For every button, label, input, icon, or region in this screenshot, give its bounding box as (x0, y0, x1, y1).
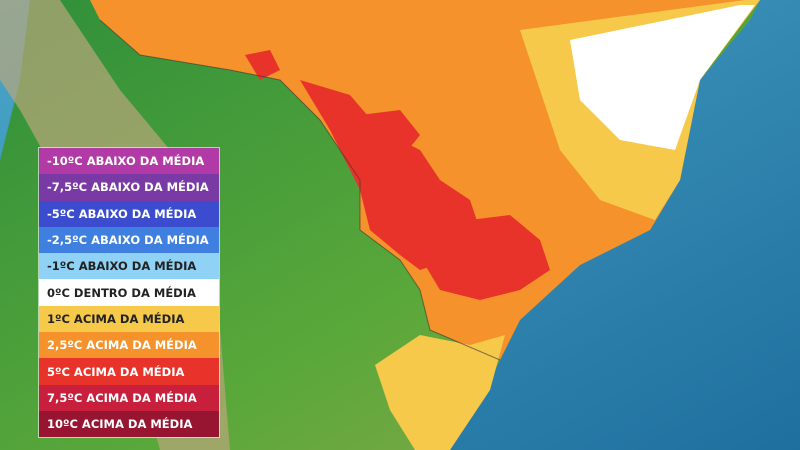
anomaly-5b (425, 215, 550, 300)
anomaly-5d (360, 110, 420, 160)
legend-item: -10ºC ABAIXO DA MÉDIA (39, 148, 219, 175)
anomaly-5c (245, 50, 280, 80)
legend-item: 1ºC ACIMA DA MÉDIA (39, 305, 219, 333)
legend-item: -5ºC ABAIXO DA MÉDIA (39, 200, 219, 227)
legend-item: 2,5ºC ACIMA DA MÉDIA (39, 332, 219, 359)
legend-item: 0ºC DENTRO DA MÉDIA (39, 279, 219, 306)
legend-item: -7,5ºC ABAIXO DA MÉDIA (39, 174, 219, 201)
legend-item: 10ºC ACIMA DA MÉDIA (39, 410, 219, 438)
legend-item: -1ºC ABAIXO DA MÉDIA (39, 253, 219, 280)
legend-item: 7,5ºC ACIMA DA MÉDIA (39, 384, 219, 411)
anomaly-1-south (375, 335, 505, 450)
legend: -10ºC ABAIXO DA MÉDIA -7,5ºC ABAIXO DA MÉ… (38, 147, 220, 439)
legend-item: 5ºC ACIMA DA MÉDIA (39, 358, 219, 385)
anomaly-5 (300, 80, 480, 270)
borders (99, 19, 501, 361)
legend-item: -2,5ºC ABAIXO DA MÉDIA (39, 226, 219, 254)
anomaly-0 (570, 5, 755, 150)
